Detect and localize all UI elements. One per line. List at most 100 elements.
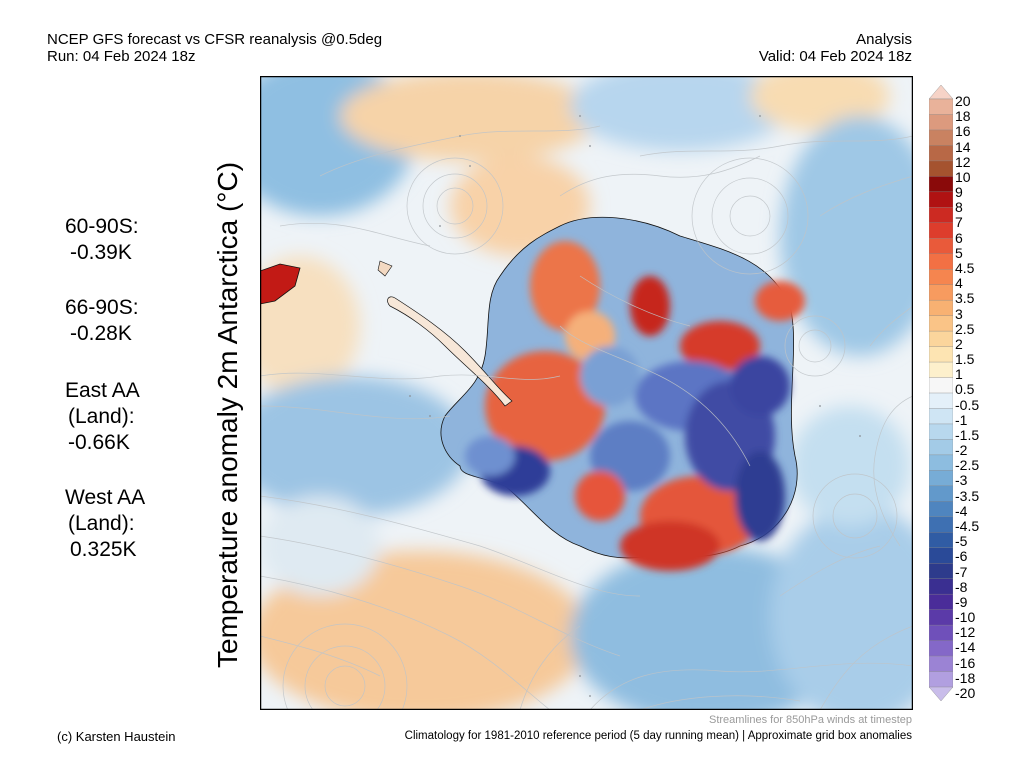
valid-time: Valid: 04 Feb 2024 18z [758, 48, 912, 65]
colorbar-swatch [928, 516, 954, 533]
stat-label: East AA [65, 379, 140, 402]
credit: (c) Karsten Haustein [57, 729, 176, 744]
colorbar-swatch [928, 238, 954, 255]
colorbar-tick-label: -4.5 [955, 518, 980, 535]
stat-value: -0.39K [70, 241, 132, 264]
colorbar-swatch [928, 655, 954, 673]
colorbar-swatch [928, 269, 954, 286]
ocean-anomaly-field [260, 76, 913, 710]
colorbar-tick-label: -20 [955, 685, 976, 701]
wind-streamlines [260, 125, 913, 710]
landmass-left [260, 263, 301, 305]
colorbar-tick-label: -5 [955, 533, 968, 550]
colorbar-swatch [928, 392, 954, 410]
colorbar-tick-label: 2 [955, 335, 963, 352]
colorbar-swatch [928, 640, 954, 657]
colorbar-swatch [928, 222, 954, 239]
colorbar-tick-label: -0.5 [955, 396, 980, 413]
colorbar-swatch [928, 253, 954, 270]
colorbar-swatch [928, 578, 954, 595]
colorbar-tick-label: 3 [955, 305, 963, 322]
colorbar [928, 84, 954, 702]
stat-label: 66-90S: [65, 296, 139, 319]
colorbar-swatch [928, 624, 954, 642]
colorbar-swatch [928, 207, 954, 224]
colorbar-tick-label: -3 [955, 472, 968, 489]
colorbar-swatch [928, 160, 954, 178]
colorbar-tick-label: -3.5 [955, 487, 980, 504]
colorbar-tick-label: 10 [955, 168, 971, 185]
colorbar-tick-label: 4 [955, 275, 963, 292]
mode-label: Analysis [856, 31, 912, 48]
stat-east-aa: East AA (Land): -0.66K [65, 378, 140, 456]
colorbar-swatch [928, 547, 954, 564]
station-dots [409, 115, 861, 697]
colorbar-swatch [928, 532, 954, 549]
antarctic-peninsula [387, 296, 513, 407]
colorbar-swatch [928, 284, 954, 301]
colorbar-swatch [928, 84, 954, 100]
colorbar-tick-label: 7 [955, 214, 963, 231]
colorbar-tick-label: 16 [955, 123, 971, 140]
colorbar-swatches [928, 84, 954, 702]
stat-value: -0.28K [70, 322, 132, 345]
colorbar-tick-label: 18 [955, 108, 971, 125]
stat-value: 0.325K [70, 538, 137, 561]
colorbar-swatch [928, 377, 954, 394]
colorbar-swatch [928, 439, 954, 456]
colorbar-swatch [928, 671, 954, 688]
colorbar-tick-label: 8 [955, 199, 963, 216]
stat-label-2: (Land): [68, 512, 135, 535]
colorbar-swatch [928, 114, 954, 131]
colorbar-swatch [928, 485, 954, 503]
streamlines-note: Streamlines for 850hPa winds at timestep [709, 714, 912, 726]
colorbar-swatch [928, 191, 954, 209]
colorbar-tick-label: 12 [955, 153, 971, 170]
colorbar-tick-label: 9 [955, 184, 963, 201]
colorbar-tick-label: 5 [955, 244, 963, 261]
stat-label: West AA [65, 486, 146, 509]
colorbar-tick-label: 3.5 [955, 290, 975, 307]
colorbar-swatch [928, 346, 954, 363]
colorbar-tick-label: 1 [955, 366, 963, 383]
colorbar-tick-label: -6 [955, 548, 968, 565]
colorbar-swatch [928, 470, 954, 487]
colorbar-swatch [928, 454, 954, 472]
colorbar-swatch [928, 563, 954, 580]
run-time: Run: 04 Feb 2024 18z [47, 48, 196, 65]
colorbar-tick-label: -14 [955, 639, 976, 656]
colorbar-tick-label: 14 [955, 138, 971, 155]
chart-title: NCEP GFS forecast vs CFSR reanalysis @0.… [47, 31, 383, 48]
colorbar-swatch [928, 609, 954, 626]
stat-west-aa: West AA (Land): 0.325K [65, 485, 145, 563]
stat-label: 60-90S: [65, 215, 139, 238]
map-ylabel: Temperature anomaly 2m Antarctica (°C) [212, 161, 243, 668]
colorbar-swatch [928, 145, 954, 162]
colorbar-swatch [928, 686, 954, 702]
colorbar-swatch [928, 176, 954, 193]
colorbar-swatch [928, 315, 954, 332]
colorbar-tick-label: 4.5 [955, 259, 975, 276]
colorbar-tick-label: -1.5 [955, 426, 980, 443]
colorbar-tick-label: -7 [955, 563, 968, 580]
stat-value: -0.66K [68, 431, 130, 454]
colorbar-tick-label: -18 [955, 669, 976, 686]
colorbar-tick-label: -1 [955, 411, 968, 428]
colorbar-swatch [928, 98, 954, 116]
colorbar-tick-label: -4 [955, 502, 968, 519]
colorbar-swatch [928, 299, 954, 317]
colorbar-tick-label: -2.5 [955, 457, 980, 474]
colorbar-tick-label: -16 [955, 654, 976, 671]
stat-66-90s: 66-90S: -0.28K [65, 295, 139, 347]
colorbar-swatch [928, 501, 954, 518]
anomaly-map [260, 76, 913, 710]
stat-60-90s: 60-90S: -0.39K [65, 214, 139, 266]
colorbar-swatch [928, 129, 954, 147]
map-frame [260, 76, 913, 710]
colorbar-tick-label: 6 [955, 229, 963, 246]
colorbar-tick-label: -12 [955, 624, 976, 641]
colorbar-swatch [928, 593, 954, 611]
climatology-note: Climatology for 1981-2010 reference peri… [404, 730, 912, 742]
colorbar-swatch [928, 330, 954, 348]
colorbar-swatch [928, 408, 954, 425]
